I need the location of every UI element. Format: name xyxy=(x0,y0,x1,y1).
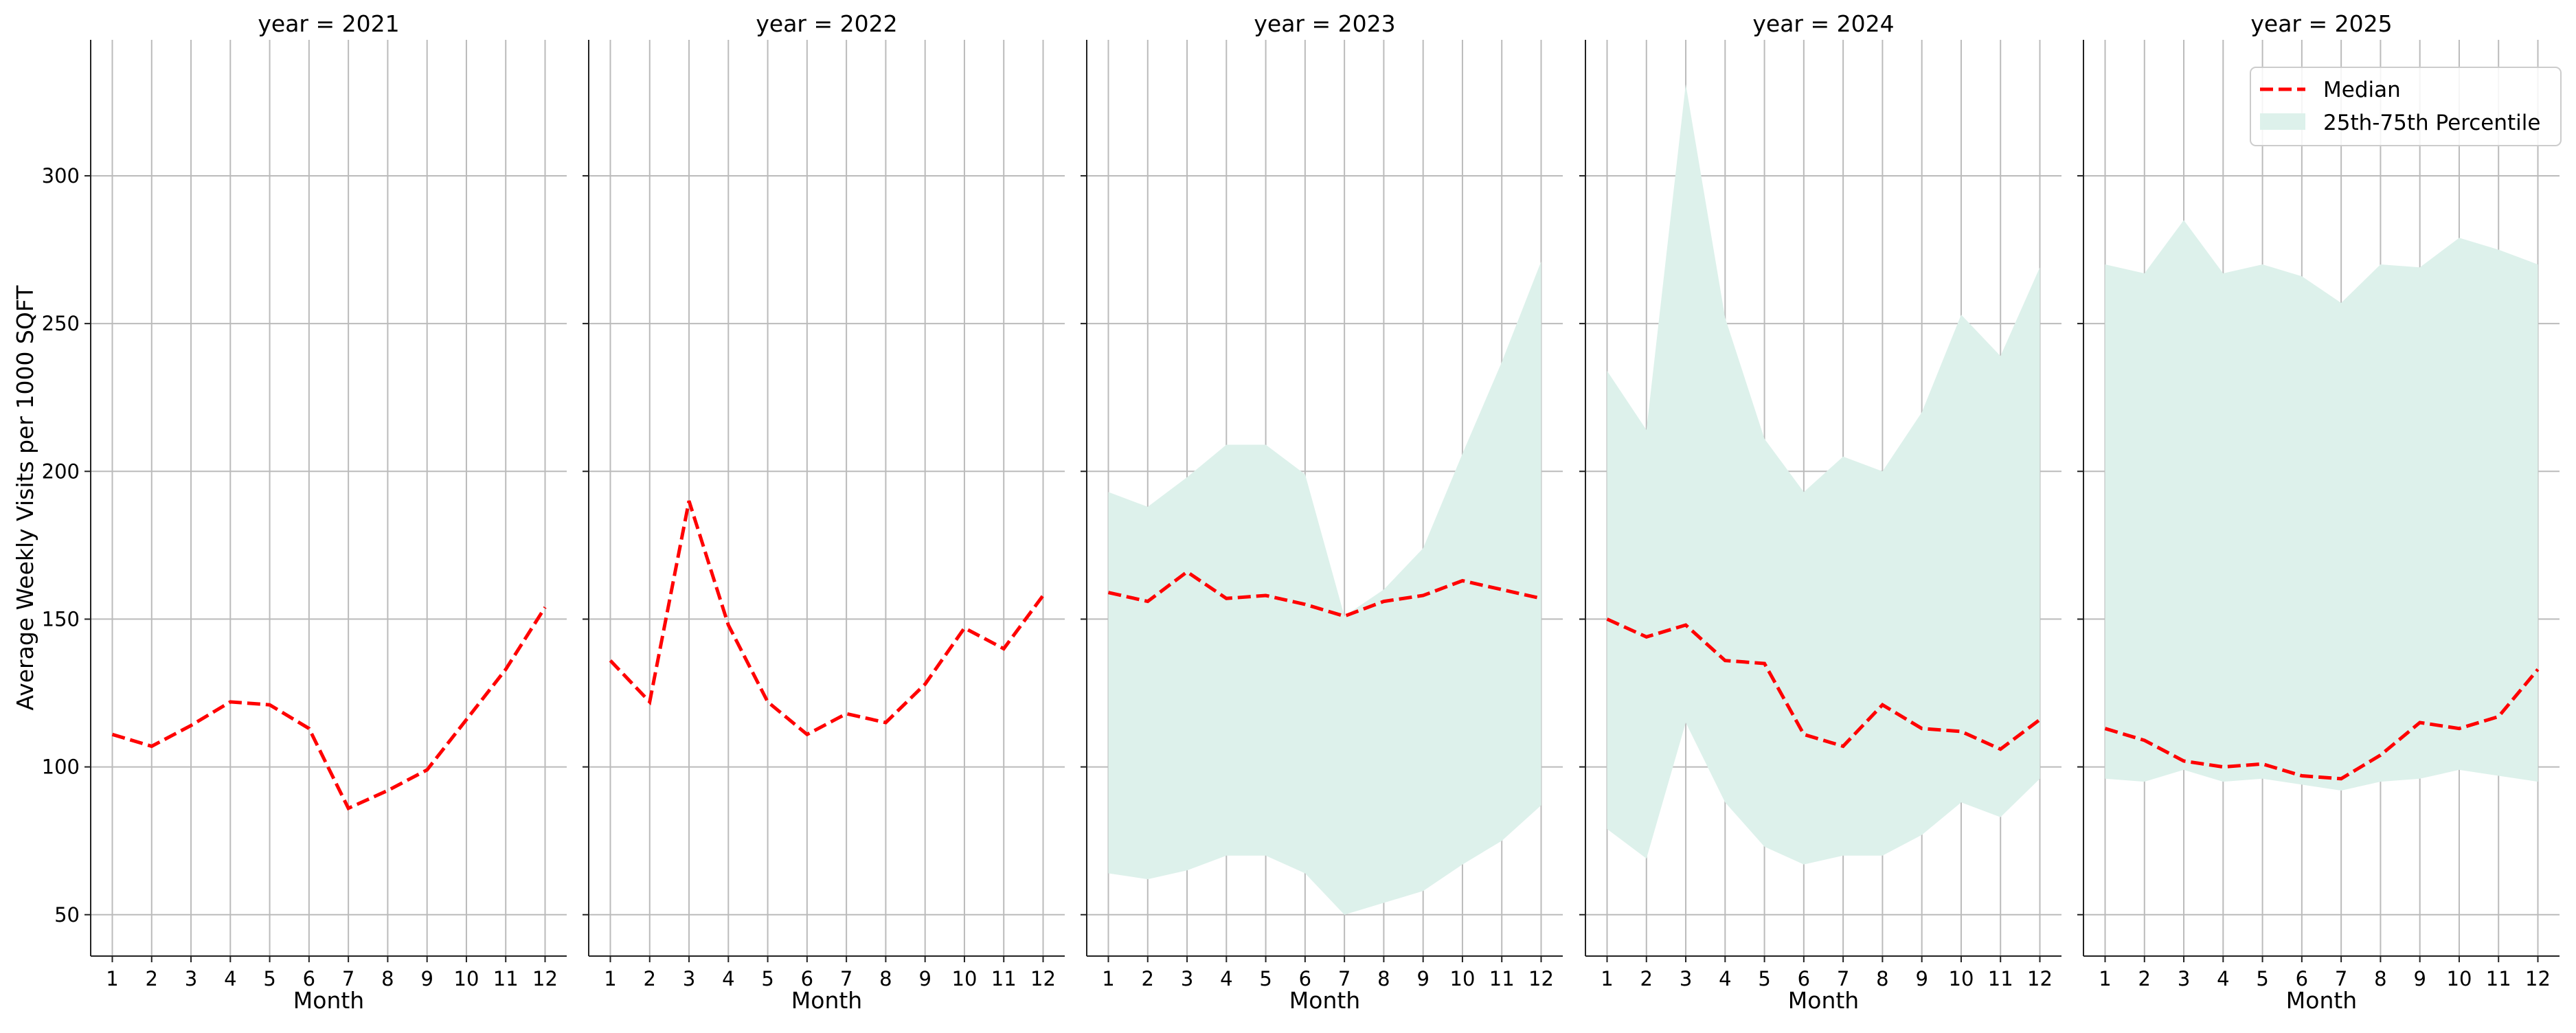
y-tick-label: 300 xyxy=(42,164,80,188)
panel-title: year = 2023 xyxy=(1254,10,1395,37)
x-tick-label: 5 xyxy=(1758,967,1770,990)
x-tick-label: 5 xyxy=(263,967,275,990)
x-tick-label: 8 xyxy=(1876,967,1888,990)
x-tick-label: 9 xyxy=(420,967,433,990)
x-tick-label: 5 xyxy=(2256,967,2268,990)
x-tick-label: 7 xyxy=(1837,967,1849,990)
x-tick-label: 3 xyxy=(683,967,695,990)
x-tick-label: 2 xyxy=(146,967,158,990)
x-tick-label: 6 xyxy=(801,967,813,990)
x-tick-label: 8 xyxy=(381,967,394,990)
x-tick-label: 7 xyxy=(840,967,852,990)
median-line xyxy=(609,500,1045,737)
x-tick-label: 3 xyxy=(2178,967,2190,990)
x-tick-label: 4 xyxy=(722,967,734,990)
x-tick-label: 10 xyxy=(1949,967,1974,990)
x-axis-label: Month xyxy=(293,987,364,1014)
x-tick-label: 1 xyxy=(1102,967,1114,990)
x-tick-label: 2 xyxy=(2138,967,2151,990)
x-tick-label: 1 xyxy=(604,967,616,990)
panel-title: year = 2022 xyxy=(756,10,897,37)
x-tick-label: 7 xyxy=(2335,967,2347,990)
x-tick-label: 9 xyxy=(1416,967,1429,990)
x-tick-label: 6 xyxy=(1299,967,1311,990)
percentile-band xyxy=(2105,220,2538,791)
x-axis-label: Month xyxy=(1788,987,1859,1014)
x-tick-label: 12 xyxy=(2027,967,2053,990)
x-tick-label: 11 xyxy=(493,967,519,990)
x-tick-label: 12 xyxy=(1030,967,1056,990)
y-tick-label: 100 xyxy=(42,756,80,779)
median-line xyxy=(2104,668,2540,781)
x-tick-label: 3 xyxy=(1181,967,1193,990)
percentile-band xyxy=(1108,261,1541,915)
x-tick-label: 2 xyxy=(644,967,656,990)
panel-title: year = 2025 xyxy=(2250,10,2392,37)
x-tick-label: 4 xyxy=(224,967,236,990)
x-tick-label: 3 xyxy=(1680,967,1692,990)
x-tick-label: 11 xyxy=(1489,967,1515,990)
legend-median-label: Median xyxy=(2323,78,2401,102)
x-tick-label: 12 xyxy=(2525,967,2551,990)
legend-band-label: 25th-75th Percentile xyxy=(2323,111,2540,135)
x-tick-label: 6 xyxy=(1798,967,1810,990)
x-tick-label: 8 xyxy=(1377,967,1390,990)
x-tick-label: 5 xyxy=(761,967,773,990)
x-tick-label: 12 xyxy=(1528,967,1554,990)
x-tick-label: 1 xyxy=(1601,967,1613,990)
x-tick-label: 10 xyxy=(454,967,479,990)
x-tick-label: 4 xyxy=(2217,967,2229,990)
median-line xyxy=(1107,569,1542,618)
x-tick-label: 6 xyxy=(303,967,315,990)
x-tick-label: 9 xyxy=(2413,967,2426,990)
x-tick-label: 10 xyxy=(2447,967,2472,990)
x-tick-label: 7 xyxy=(342,967,354,990)
x-tick-label: 7 xyxy=(1338,967,1351,990)
legend: Median 25th-75th Percentile xyxy=(2250,67,2562,146)
y-tick-label: 200 xyxy=(42,459,80,483)
median-line xyxy=(1606,617,2042,751)
x-tick-label: 10 xyxy=(1450,967,1476,990)
x-tick-label: 9 xyxy=(1915,967,1928,990)
x-tick-label: 6 xyxy=(2296,967,2308,990)
x-tick-label: 2 xyxy=(1640,967,1653,990)
x-tick-label: 1 xyxy=(2099,967,2111,990)
median-line xyxy=(111,606,547,811)
x-tick-label: 5 xyxy=(1259,967,1272,990)
x-tick-label: 11 xyxy=(1988,967,2013,990)
legend-band-swatch xyxy=(2260,113,2305,130)
x-tick-label: 8 xyxy=(2374,967,2386,990)
legend-box xyxy=(2250,67,2562,146)
x-tick-label: 4 xyxy=(1719,967,1731,990)
x-tick-label: 11 xyxy=(2486,967,2511,990)
y-tick-label: 250 xyxy=(42,312,80,335)
percentile-band xyxy=(1607,84,2040,865)
y-axis-label: Average Weekly Visits per 1000 SQFT xyxy=(12,285,38,711)
y-tick-label: 50 xyxy=(54,903,80,927)
x-tick-label: 2 xyxy=(1142,967,1154,990)
x-tick-label: 10 xyxy=(952,967,978,990)
x-axis-label: Month xyxy=(791,987,862,1014)
x-axis-label: Month xyxy=(2286,987,2357,1014)
x-tick-label: 8 xyxy=(879,967,892,990)
x-tick-label: 3 xyxy=(185,967,197,990)
x-tick-label: 11 xyxy=(991,967,1017,990)
panel-title: year = 2024 xyxy=(1752,10,1894,37)
x-tick-label: 12 xyxy=(532,967,558,990)
x-tick-label: 9 xyxy=(918,967,931,990)
x-axis-label: Month xyxy=(1289,987,1360,1014)
x-tick-label: 4 xyxy=(1220,967,1232,990)
x-tick-label: 1 xyxy=(106,967,118,990)
y-tick-label: 150 xyxy=(42,607,80,631)
panel-title: year = 2021 xyxy=(258,10,399,37)
